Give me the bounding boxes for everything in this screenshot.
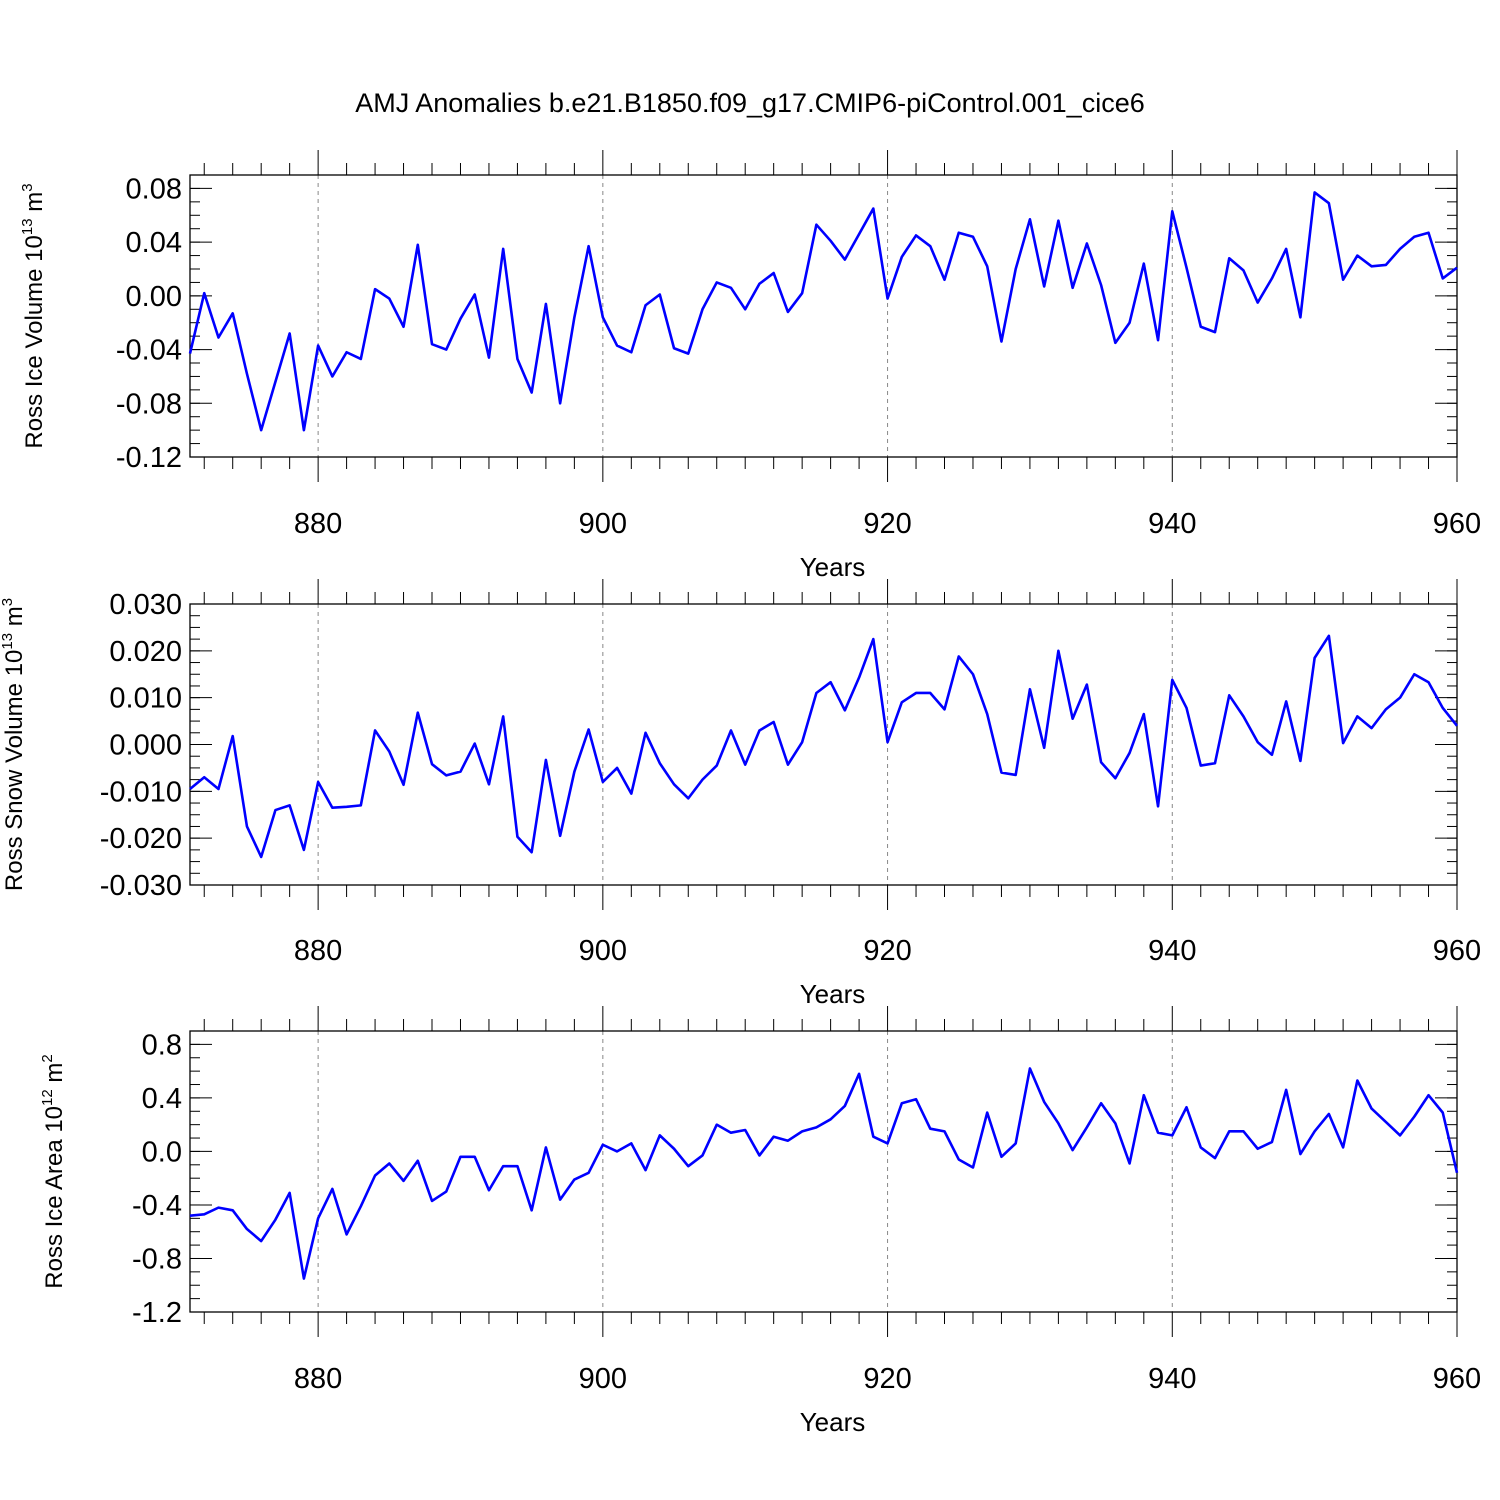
- y-tick-label--0.010: -0.010: [100, 776, 182, 808]
- y-label-superscript: 2: [39, 1054, 56, 1062]
- series-line: [188, 191, 1458, 432]
- y-label-text: m: [1, 606, 28, 633]
- y-label-superscript: 12: [39, 1089, 56, 1106]
- chart-panel-2: 880 900 920 940 960 -0.030 -0.020 -0.010 0.000 0.…: [0, 579, 1481, 1009]
- panels: 880 900 920 940 960 -0.12 -0.08 -0.04 0.00 0.04 0.…: [0, 150, 1481, 1437]
- x-tick-label-920: 920: [863, 935, 911, 967]
- x-tick-label-960: 960: [1433, 935, 1481, 967]
- x-tick-label-900: 900: [579, 508, 627, 540]
- x-tick-label-960: 960: [1433, 1363, 1481, 1395]
- plot-frame: [189, 603, 1458, 886]
- x-tick-label-940: 940: [1148, 935, 1196, 967]
- y-tick-label-0.8: 0.8: [142, 1029, 182, 1061]
- y-label-superscript: 3: [19, 183, 36, 191]
- y-label-superscript: 13: [19, 218, 36, 235]
- x-tick-label-880: 880: [294, 1363, 342, 1395]
- y-tick-label--0.08: -0.08: [116, 388, 182, 420]
- chart-panel-3: 880 900 920 940 960 -1.2 -0.8 -0.4 0.0 0.4 0.8 Year…: [39, 1006, 1481, 1437]
- y-tick-label--0.04: -0.04: [116, 335, 182, 367]
- x-tick-label-920: 920: [863, 508, 911, 540]
- y-tick-label-0.030: 0.030: [109, 589, 182, 621]
- y-axis-label: Ross Ice Area 1012 m2: [39, 1054, 68, 1288]
- x-axis-label: Years: [800, 979, 866, 1009]
- y-label-superscript: 13: [0, 633, 16, 650]
- x-tick-label-960: 960: [1433, 508, 1481, 540]
- y-tick-label-0.0: 0.0: [142, 1136, 182, 1168]
- y-tick-label-0.4: 0.4: [142, 1083, 182, 1115]
- y-tick-label-0.08: 0.08: [126, 173, 182, 205]
- y-tick-label--1.2: -1.2: [132, 1297, 182, 1329]
- y-axis-label: Ross Snow Volume 1013 m3: [0, 598, 28, 891]
- y-tick-label-0.000: 0.000: [109, 730, 182, 762]
- y-tick-label--0.020: -0.020: [100, 823, 182, 855]
- y-tick-label-0.020: 0.020: [109, 636, 182, 668]
- plot-frame: [189, 174, 1458, 458]
- y-tick-label-0.00: 0.00: [126, 281, 182, 313]
- x-axis-label: Years: [800, 1407, 866, 1437]
- y-label-text: Ross Ice Volume 10: [21, 235, 48, 448]
- chart-title: AMJ Anomalies b.e21.B1850.f09_g17.CMIP6-…: [355, 88, 1144, 118]
- y-tick-label-0.04: 0.04: [126, 227, 182, 259]
- y-label-text: Ross Ice Area 10: [41, 1106, 68, 1289]
- y-tick-label--0.4: -0.4: [132, 1190, 182, 1222]
- y-tick-label--0.12: -0.12: [116, 442, 182, 474]
- chart-panel-1: 880 900 920 940 960 -0.12 -0.08 -0.04 0.00 0.04 0.…: [19, 150, 1481, 582]
- x-tick-label-900: 900: [579, 935, 627, 967]
- y-label-text: m: [41, 1063, 68, 1090]
- x-tick-label-880: 880: [294, 935, 342, 967]
- y-tick-label--0.030: -0.030: [100, 870, 182, 902]
- y-axis-label: Ross Ice Volume 1013 m3: [19, 183, 48, 448]
- y-label-text: Ross Snow Volume 10: [1, 650, 28, 891]
- x-axis-label: Years: [800, 552, 866, 582]
- x-tick-label-880: 880: [294, 508, 342, 540]
- x-tick-label-920: 920: [863, 1363, 911, 1395]
- x-tick-label-900: 900: [579, 1363, 627, 1395]
- x-tick-label-940: 940: [1148, 508, 1196, 540]
- y-tick-label--0.8: -0.8: [132, 1243, 182, 1275]
- series-line: [189, 634, 1459, 859]
- y-tick-label-0.010: 0.010: [109, 683, 182, 715]
- y-label-superscript: 3: [0, 598, 16, 606]
- y-label-text: m: [21, 192, 48, 219]
- series-line: [189, 1067, 1459, 1280]
- x-tick-label-940: 940: [1148, 1363, 1196, 1395]
